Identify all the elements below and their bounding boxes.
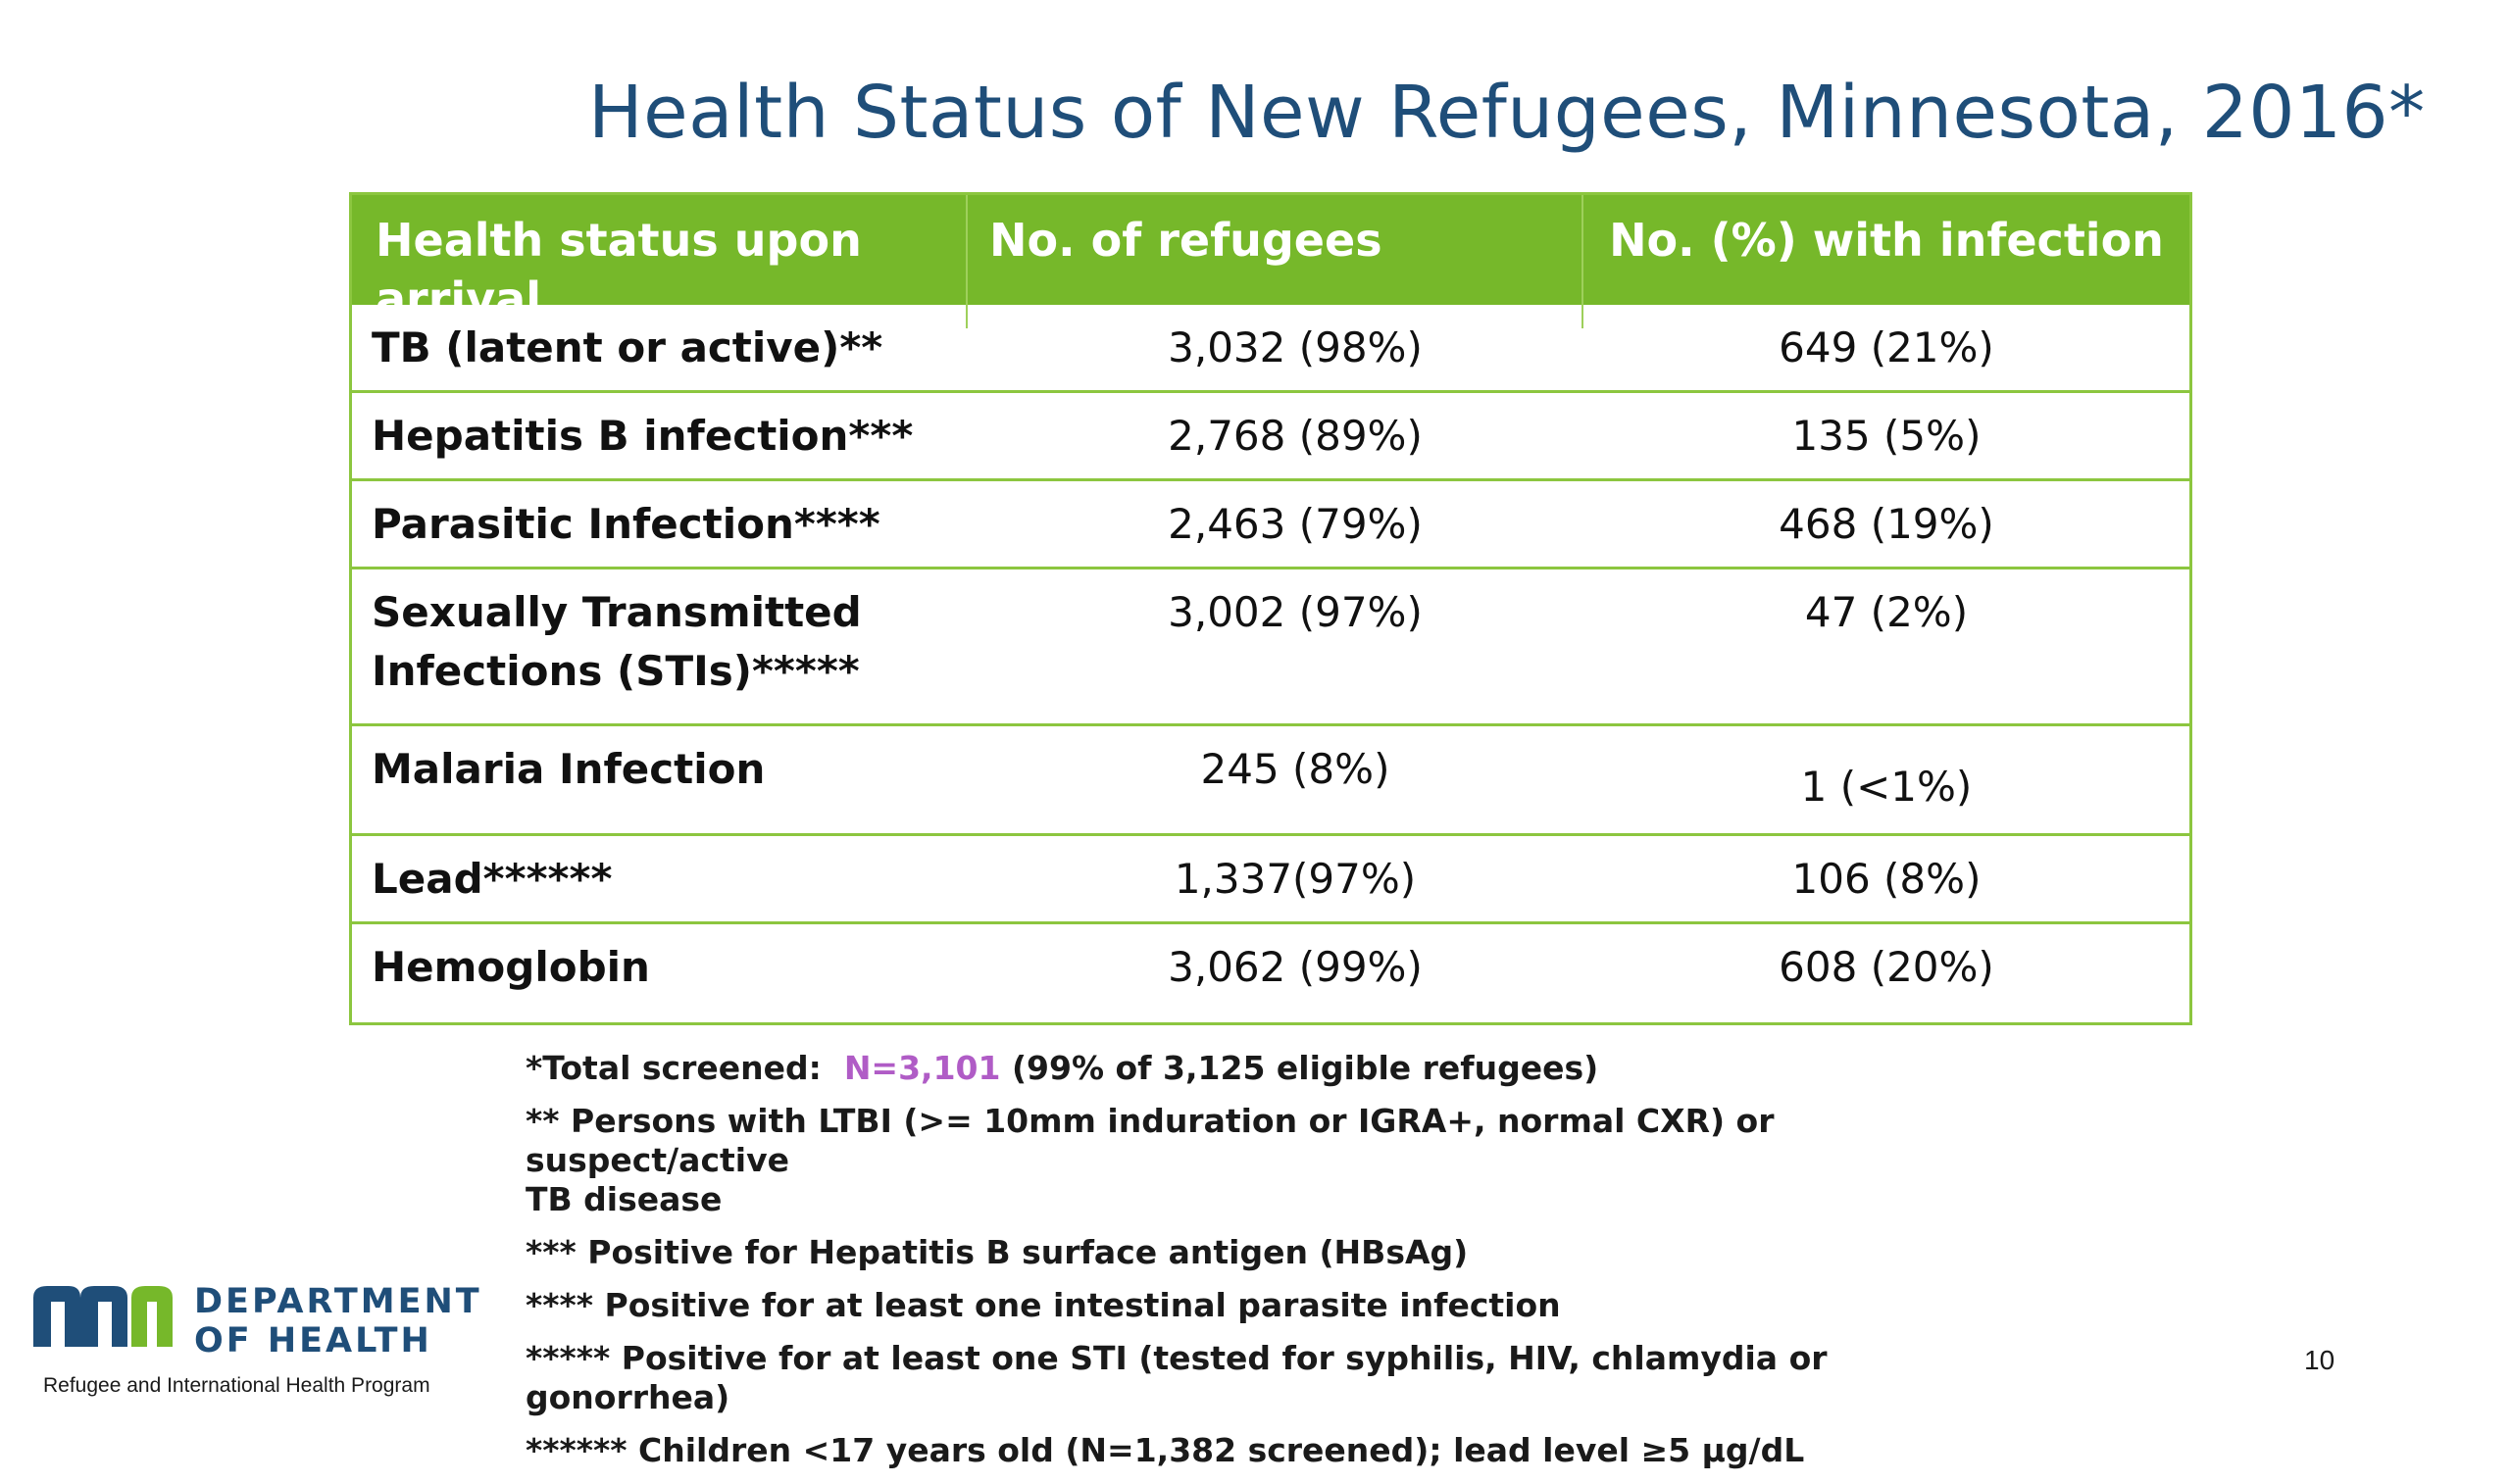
row-status: Sexually Transmitted Infections (STIs)**… [352,569,968,723]
row-refugees: 3,032 (98%) [1168,323,1423,371]
logo-text: DEPARTMENT OF HEALTH [194,1282,482,1360]
header-refugees: No. of refugees [968,195,1583,328]
row-status: TB (latent or active)** [372,323,883,371]
table-row: TB (latent or active)** 3,032 (98%) 649 … [352,305,2189,393]
row-infection: 106 (8%) [1791,855,1982,903]
row-status: Hepatitis B infection*** [372,412,914,460]
row-infection: 1 (<1%) [1800,763,1973,811]
row-status: Parasitic Infection**** [372,500,880,548]
mdh-logo: DEPARTMENT OF HEALTH Refugee and Interna… [29,1276,480,1404]
footnote-tb-line1: ** Persons with LTBI (>= 10mm induration… [526,1102,1775,1179]
row-refugees: 1,337(97%) [1174,855,1417,903]
footnote-parasite: **** Positive for at least one intestina… [526,1286,1561,1324]
footnote-total: *Total screened: N=3,101 (99% of 3,125 e… [526,1049,1849,1088]
table-row: Hepatitis B infection*** 2,768 (89%) 135… [352,393,2189,481]
footnote-hepb: *** Positive for Hepatitis B surface ant… [526,1233,1469,1271]
row-status-line1: Sexually Transmitted [372,588,862,636]
footnote-total-prefix: *Total screened: [526,1049,844,1087]
row-infection: 47 (2%) [1804,588,1969,636]
logo-line1: DEPARTMENT [194,1282,482,1321]
table-row: Sexually Transmitted Infections (STIs)**… [352,569,2189,726]
logo-subtitle: Refugee and International Health Program [43,1374,430,1397]
footnotes: *Total screened: N=3,101 (99% of 3,125 e… [526,1049,1849,1484]
row-infection: 608 (20%) [1779,943,1994,991]
row-infection: 649 (21%) [1779,323,1994,371]
row-refugees: 3,002 (97%) [1168,588,1423,636]
row-status: Hemoglobin [372,943,650,991]
row-infection: 468 (19%) [1779,500,1994,548]
footnote-tb-line2: TB disease [526,1180,723,1218]
row-infection: 135 (5%) [1791,412,1982,460]
footnote-tb: ** Persons with LTBI (>= 10mm induration… [526,1102,1849,1219]
mn-logo-icon [33,1286,173,1347]
row-status: Malaria Infection [372,745,766,793]
footnote-sti: ***** Positive for at least one STI (tes… [526,1339,1828,1416]
health-status-table: Health status upon arrival No. of refuge… [349,192,2192,1025]
row-refugees: 2,463 (79%) [1168,500,1423,548]
logo-line2: OF HEALTH [194,1321,432,1360]
row-refugees: 2,768 (89%) [1168,412,1423,460]
header-health-status: Health status upon arrival [352,195,968,328]
table-header-row: Health status upon arrival No. of refuge… [352,195,2189,328]
table-row: Malaria Infection 245 (8%) 1 (<1%) [352,726,2189,836]
footnote-total-highlight: N=3,101 [843,1049,1001,1087]
row-refugees: 3,062 (99%) [1168,943,1423,991]
footnote-total-suffix: (99% of 3,125 eligible refugees) [1000,1049,1599,1087]
table-row: Parasitic Infection**** 2,463 (79%) 468 … [352,481,2189,569]
footnote-lead: ****** Children <17 years old (N=1,382 s… [526,1431,1805,1469]
row-status-line2: Infections (STIs)***** [372,647,860,695]
row-refugees: 245 (8%) [1200,745,1390,793]
page-number: 10 [2304,1345,2335,1375]
row-status: Lead****** [372,855,613,903]
slide-title: Health Status of New Refugees, Minnesota… [588,71,2426,155]
table-row: Lead****** 1,337(97%) 106 (8%) [352,836,2189,924]
table-row: Hemoglobin 3,062 (99%) 608 (20%) [352,924,2189,1022]
header-infection: No. (%) with infection [1609,214,2164,267]
